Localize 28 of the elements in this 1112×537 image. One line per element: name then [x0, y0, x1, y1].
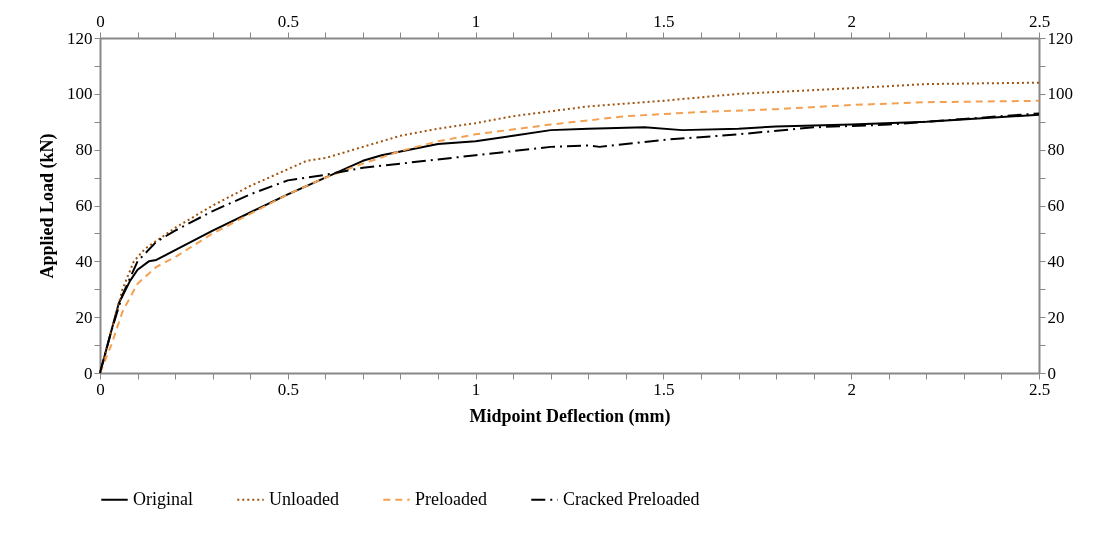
y2-tick-label: 40 [1047, 251, 1065, 271]
x-tick-label: 2 [847, 379, 856, 399]
x2-tick-label: 0.5 [277, 11, 299, 31]
y2-tick-label: 20 [1047, 307, 1065, 327]
x-axis-title: Midpoint Deflection (mm) [469, 405, 671, 427]
x-tick-label: 0.5 [277, 379, 299, 399]
y2-tick-label: 100 [1047, 84, 1073, 104]
x2-tick-label: 2.5 [1028, 11, 1051, 31]
legend-label: Preloaded [415, 488, 487, 509]
y-tick-label: 0 [84, 363, 93, 383]
y-tick-label: 20 [75, 307, 93, 327]
y-axis-title: Applied Load (kN) [37, 133, 58, 279]
x-tick-label: 1 [471, 379, 481, 399]
x2-tick-label: 2 [847, 11, 856, 31]
y-tick-label: 100 [67, 84, 93, 104]
legend-label: Unloaded [269, 488, 339, 509]
y-tick-label: 40 [75, 251, 93, 271]
y-tick-label: 80 [75, 140, 93, 160]
x-tick-label: 1.5 [653, 379, 675, 399]
x2-tick-label: 1.5 [653, 11, 675, 31]
y2-tick-label: 120 [1047, 28, 1073, 48]
y-tick-label: 60 [75, 196, 93, 215]
y-tick-label: 120 [67, 28, 93, 48]
legend-label: Cracked Preloaded [563, 488, 700, 509]
y2-tick-label: 60 [1047, 196, 1065, 215]
legend-label: Original [133, 488, 193, 509]
y2-tick-label: 80 [1047, 140, 1065, 160]
x2-tick-label: 1 [471, 11, 481, 31]
